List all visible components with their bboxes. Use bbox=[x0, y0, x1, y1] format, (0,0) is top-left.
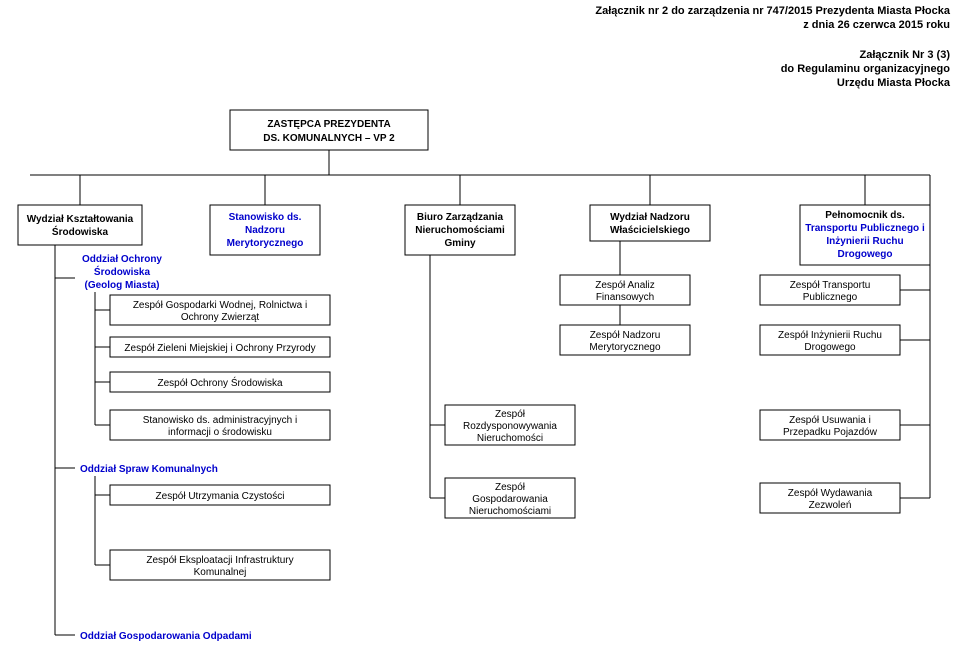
d2-l1: Zespół Nadzoru bbox=[590, 330, 661, 341]
f4-l2: Zezwoleń bbox=[809, 500, 852, 511]
e2-l2: Gospodarowania bbox=[472, 494, 548, 505]
c8: Oddział Gospodarowania Odpadami bbox=[80, 631, 252, 642]
b2-l3: Merytorycznego bbox=[227, 238, 304, 249]
b3-l1: Biuro Zarządzania bbox=[417, 212, 504, 223]
e1-l2: Rozdysponowywania bbox=[463, 421, 557, 432]
e1-l3: Nieruchomości bbox=[477, 433, 543, 444]
c7-l1: Zespół Eksploatacji Infrastruktury bbox=[146, 555, 293, 566]
c2: Zespół Zieleni Miejskiej i Ochrony Przyr… bbox=[124, 343, 315, 354]
e2-l3: Nieruchomościami bbox=[469, 506, 551, 517]
b5-l1: Pełnomocnik ds. bbox=[825, 210, 905, 221]
b3-l3: Gminy bbox=[444, 238, 476, 249]
d1-l2: Finansowych bbox=[596, 292, 654, 303]
c5: Oddział Spraw Komunalnych bbox=[80, 464, 218, 475]
hdr-line2: z dnia 26 czerwca 2015 roku bbox=[803, 19, 950, 31]
f4-l1: Zespół Wydawania bbox=[788, 488, 873, 499]
c6: Zespół Utrzymania Czystości bbox=[156, 491, 285, 502]
b3-l2: Nieruchomościami bbox=[415, 225, 505, 236]
hdr-line4: do Regulaminu organizacyjnego bbox=[781, 63, 951, 75]
b1a-l1: Oddział Ochrony bbox=[82, 254, 162, 265]
c7-l2: Komunalnej bbox=[194, 567, 247, 578]
hdr-line5: Urzędu Miasta Płocka bbox=[837, 77, 951, 89]
e2-l1: Zespół bbox=[495, 482, 526, 493]
e1-l1: Zespół bbox=[495, 409, 526, 420]
b1-l1: Wydział Kształtowania bbox=[27, 214, 134, 225]
root-box bbox=[230, 110, 428, 150]
f3-l1: Zespół Usuwania i bbox=[789, 415, 871, 426]
f2-l2: Drogowego bbox=[804, 342, 856, 353]
b4-l2: Właścicielskiego bbox=[610, 225, 690, 236]
root-l2: DS. KOMUNALNYCH – VP 2 bbox=[263, 133, 395, 144]
b1-l2: Środowiska bbox=[52, 225, 109, 238]
d1-l1: Zespół Analiz bbox=[595, 280, 654, 291]
b5-l3: Inżynierii Ruchu bbox=[826, 236, 903, 247]
c4-l2: informacji o środowisku bbox=[168, 427, 272, 438]
c4-l1: Stanowisko ds. administracyjnych i bbox=[143, 415, 298, 426]
b1a-l2: Środowiska bbox=[94, 265, 151, 278]
c1-l1: Zespół Gospodarki Wodnej, Rolnictwa i bbox=[133, 300, 307, 311]
b2-l2: Nadzoru bbox=[245, 225, 285, 236]
hdr-line1: Załącznik nr 2 do zarządzenia nr 747/201… bbox=[595, 5, 950, 17]
d2-l2: Merytorycznego bbox=[589, 342, 661, 353]
c1-l2: Ochrony Zwierząt bbox=[181, 312, 260, 323]
c3: Zespół Ochrony Środowiska bbox=[157, 376, 282, 389]
f2-l1: Zespół Inżynierii Ruchu bbox=[778, 330, 882, 341]
b1a-l3: (Geolog Miasta) bbox=[84, 280, 159, 291]
hdr-line3: Załącznik Nr 3 (3) bbox=[860, 49, 951, 61]
b5-l2: Transportu Publicznego i bbox=[805, 223, 925, 234]
root-l1: ZASTĘPCA PREZYDENTA bbox=[267, 119, 390, 130]
f3-l2: Przepadku Pojazdów bbox=[783, 427, 878, 438]
b1-box bbox=[18, 205, 142, 245]
b2-l1: Stanowisko ds. bbox=[229, 212, 302, 223]
b5-l4: Drogowego bbox=[838, 249, 893, 260]
f1-l2: Publicznego bbox=[803, 292, 858, 303]
f1-l1: Zespół Transportu bbox=[790, 280, 871, 291]
b4-l1: Wydział Nadzoru bbox=[610, 212, 690, 223]
